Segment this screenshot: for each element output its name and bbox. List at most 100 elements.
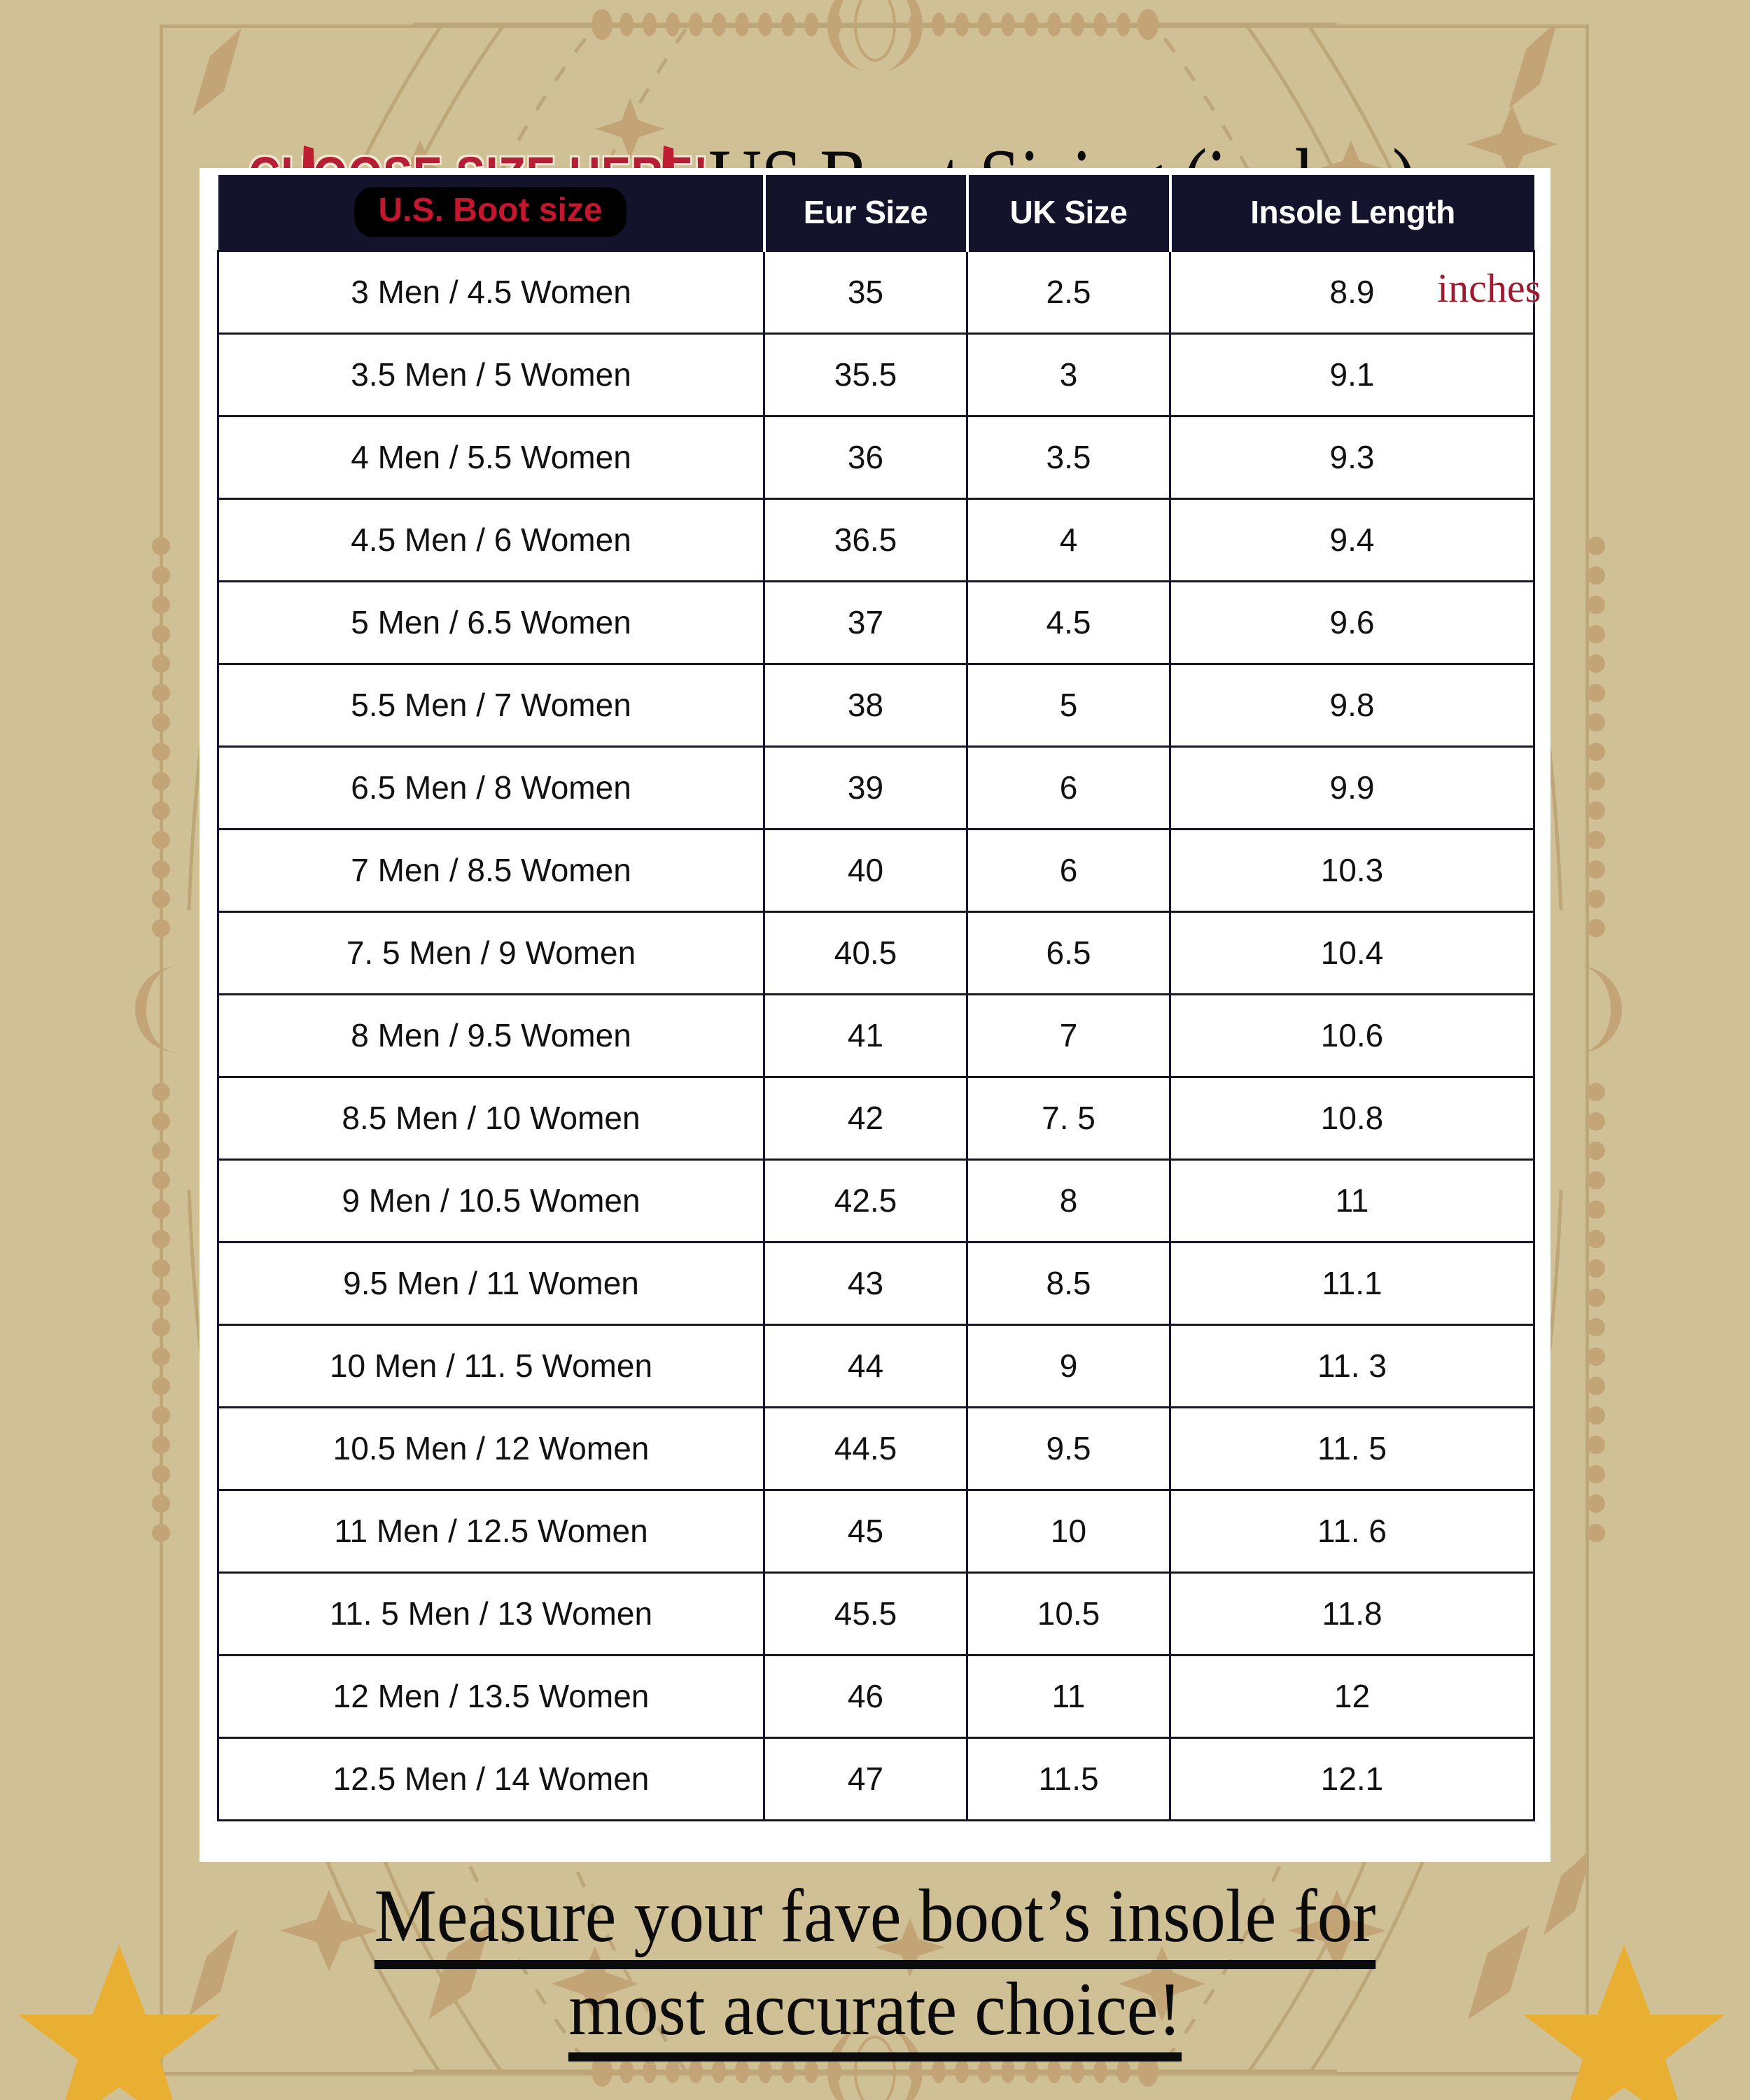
table-row[interactable]: 11 Men / 12.5 Women 45 10 11. 6 xyxy=(217,1488,1535,1574)
cell-uk: 8 xyxy=(966,1158,1171,1243)
footer-line-1: Measure your fave boot’s insole for xyxy=(62,1876,1689,1969)
cell-eur: 36 xyxy=(763,414,968,500)
column-header-uk-size: UK Size xyxy=(965,175,1172,251)
cell-insole: 11.1 xyxy=(1169,1240,1535,1326)
cell-uk: 8.5 xyxy=(966,1240,1171,1326)
cell-insole: 11 xyxy=(1169,1158,1535,1243)
cell-us: 10 Men / 11. 5 Women xyxy=(217,1323,765,1408)
us-boot-size-highlight: U.S. Boot size xyxy=(354,187,626,238)
cell-insole: 11.8 xyxy=(1169,1571,1535,1656)
table-row[interactable]: 11. 5 Men / 13 Women 45.5 10.5 11.8 xyxy=(217,1571,1535,1656)
cell-uk: 6.5 xyxy=(966,910,1171,995)
inches-annotation: inches xyxy=(1437,265,1541,311)
table-row[interactable]: 7. 5 Men / 9 Women 40.5 6.5 10.4 xyxy=(217,910,1535,995)
cell-us: 12 Men / 13.5 Women xyxy=(217,1653,765,1739)
cell-insole: 9.3 xyxy=(1169,414,1535,500)
divider-ornament-bottom xyxy=(413,2026,1337,2100)
cell-eur: 37 xyxy=(763,580,968,665)
cell-uk: 11.5 xyxy=(966,1736,1171,1821)
cell-eur: 40.5 xyxy=(763,910,968,995)
cell-eur: 43 xyxy=(763,1240,968,1326)
cell-insole: 9.8 xyxy=(1169,662,1535,748)
cell-eur: 41 xyxy=(763,993,968,1078)
cell-us: 7 Men / 8.5 Women xyxy=(217,827,765,913)
cell-eur: 45 xyxy=(763,1488,968,1574)
cell-eur: 47 xyxy=(763,1736,968,1821)
cell-us: 5.5 Men / 7 Women xyxy=(217,662,765,748)
cell-insole: 11. 6 xyxy=(1169,1488,1535,1574)
cell-uk: 5 xyxy=(966,662,1171,748)
cell-us: 6.5 Men / 8 Women xyxy=(217,745,765,830)
cell-us: 9.5 Men / 11 Women xyxy=(217,1240,765,1326)
table-row[interactable]: 10.5 Men / 12 Women 44.5 9.5 11. 5 xyxy=(217,1406,1535,1491)
table-body: 3 Men / 4.5 Women 35 2.5 8.9 inches 3.5 Men /… xyxy=(217,249,1541,1821)
cell-us: 4 Men / 5.5 Women xyxy=(217,414,765,500)
cell-eur: 44 xyxy=(763,1323,968,1408)
table-row[interactable]: 8.5 Men / 10 Women 42 7. 5 10.8 xyxy=(217,1075,1535,1161)
cell-us: 12.5 Men / 14 Women xyxy=(217,1736,765,1821)
cell-uk: 10.5 xyxy=(966,1571,1171,1656)
cell-insole: 9.6 xyxy=(1169,580,1535,665)
cell-us: 3.5 Men / 5 Women xyxy=(217,332,765,417)
table-row[interactable]: 8 Men / 9.5 Women 41 7 10.6 xyxy=(217,993,1535,1078)
cell-uk: 3 xyxy=(966,332,1171,417)
cell-uk: 6 xyxy=(966,745,1171,830)
table-card: U.S. Boot size Eur Size UK Size Insole L… xyxy=(200,168,1550,1862)
boot-sizing-table: U.S. Boot size Eur Size UK Size Insole L… xyxy=(217,175,1541,1821)
cell-insole: 10.8 xyxy=(1169,1075,1535,1161)
table-row[interactable]: 5 Men / 6.5 Women 37 4.5 9.6 xyxy=(217,580,1535,665)
cell-us: 9 Men / 10.5 Women xyxy=(217,1158,765,1243)
cell-us: 10.5 Men / 12 Women xyxy=(217,1406,765,1491)
cell-eur: 38 xyxy=(763,662,968,748)
cell-eur: 46 xyxy=(763,1653,968,1739)
star-icon-right xyxy=(1523,1945,1725,2100)
cell-eur: 40 xyxy=(763,827,968,913)
cell-insole: 10.6 xyxy=(1169,993,1535,1078)
cell-us: 4.5 Men / 6 Women xyxy=(217,497,765,582)
cell-insole: 10.3 xyxy=(1169,827,1535,913)
column-header-eur-size: Eur Size xyxy=(762,175,969,251)
cell-uk: 7. 5 xyxy=(966,1075,1171,1161)
cell-uk: 10 xyxy=(966,1488,1171,1574)
crescent-moon-icon-right xyxy=(1578,537,1622,1542)
table-row[interactable]: 7 Men / 8.5 Women 40 6 10.3 xyxy=(217,827,1535,913)
footer-line-2: most accurate choice! xyxy=(62,1968,1689,2062)
cell-eur: 39 xyxy=(763,745,968,830)
cell-uk: 4 xyxy=(966,497,1171,582)
divider-ornament-top xyxy=(413,0,1337,71)
cell-uk: 4.5 xyxy=(966,580,1171,665)
table-row[interactable]: 12 Men / 13.5 Women 46 11 12 xyxy=(217,1653,1535,1739)
headline-row: CHOOSE SIZE HERE! US Boot Sizing (inches… xyxy=(0,70,1750,232)
table-row[interactable]: 4 Men / 5.5 Women 36 3.5 9.3 xyxy=(217,414,1535,500)
table-header-row: U.S. Boot size Eur Size UK Size Insole L… xyxy=(218,175,1534,251)
cell-insole: 11. 5 xyxy=(1169,1406,1535,1491)
table-row[interactable]: 3 Men / 4.5 Women 35 2.5 8.9 inches xyxy=(217,249,1541,335)
cell-us: 8 Men / 9.5 Women xyxy=(217,993,765,1078)
cell-uk: 6 xyxy=(966,827,1171,913)
table-row[interactable]: 6.5 Men / 8 Women 39 6 9.9 xyxy=(217,745,1535,830)
table-row[interactable]: 4.5 Men / 6 Women 36.5 4 9.4 xyxy=(217,497,1535,582)
cell-us: 11. 5 Men / 13 Women xyxy=(217,1571,765,1656)
cell-uk: 9 xyxy=(966,1323,1171,1408)
cell-us: 5 Men / 6.5 Women xyxy=(217,580,765,665)
table-row[interactable]: 5.5 Men / 7 Women 38 5 9.8 xyxy=(217,662,1535,748)
cell-eur: 36.5 xyxy=(763,497,968,582)
cell-eur: 45.5 xyxy=(763,1571,968,1656)
cell-eur: 42.5 xyxy=(763,1158,968,1243)
cell-uk: 2.5 xyxy=(966,249,1171,335)
footer-caption: Measure your fave boot’s insole for most… xyxy=(0,1876,1750,2062)
table-row[interactable]: 9 Men / 10.5 Women 42.5 8 11 xyxy=(217,1158,1535,1243)
cell-insole: 9.1 xyxy=(1169,332,1535,417)
cell-us: 8.5 Men / 10 Women xyxy=(217,1075,765,1161)
cell-insole: 12 xyxy=(1169,1653,1535,1739)
cell-uk: 3.5 xyxy=(966,414,1171,500)
table-row[interactable]: 10 Men / 11. 5 Women 44 9 11. 3 xyxy=(217,1323,1535,1408)
cell-uk: 7 xyxy=(966,993,1171,1078)
table-row[interactable]: 9.5 Men / 11 Women 43 8.5 11.1 xyxy=(217,1240,1535,1326)
crescent-moon-icon-left xyxy=(135,537,178,1542)
cell-insole: 9.4 xyxy=(1169,497,1535,582)
column-header-insole-length: Insole Length xyxy=(1168,175,1534,251)
table-row[interactable]: 12.5 Men / 14 Women 47 11.5 12.1 xyxy=(217,1736,1535,1821)
table-row[interactable]: 3.5 Men / 5 Women 35.5 3 9.1 xyxy=(217,332,1535,417)
cell-insole: 9.9 xyxy=(1169,745,1535,830)
